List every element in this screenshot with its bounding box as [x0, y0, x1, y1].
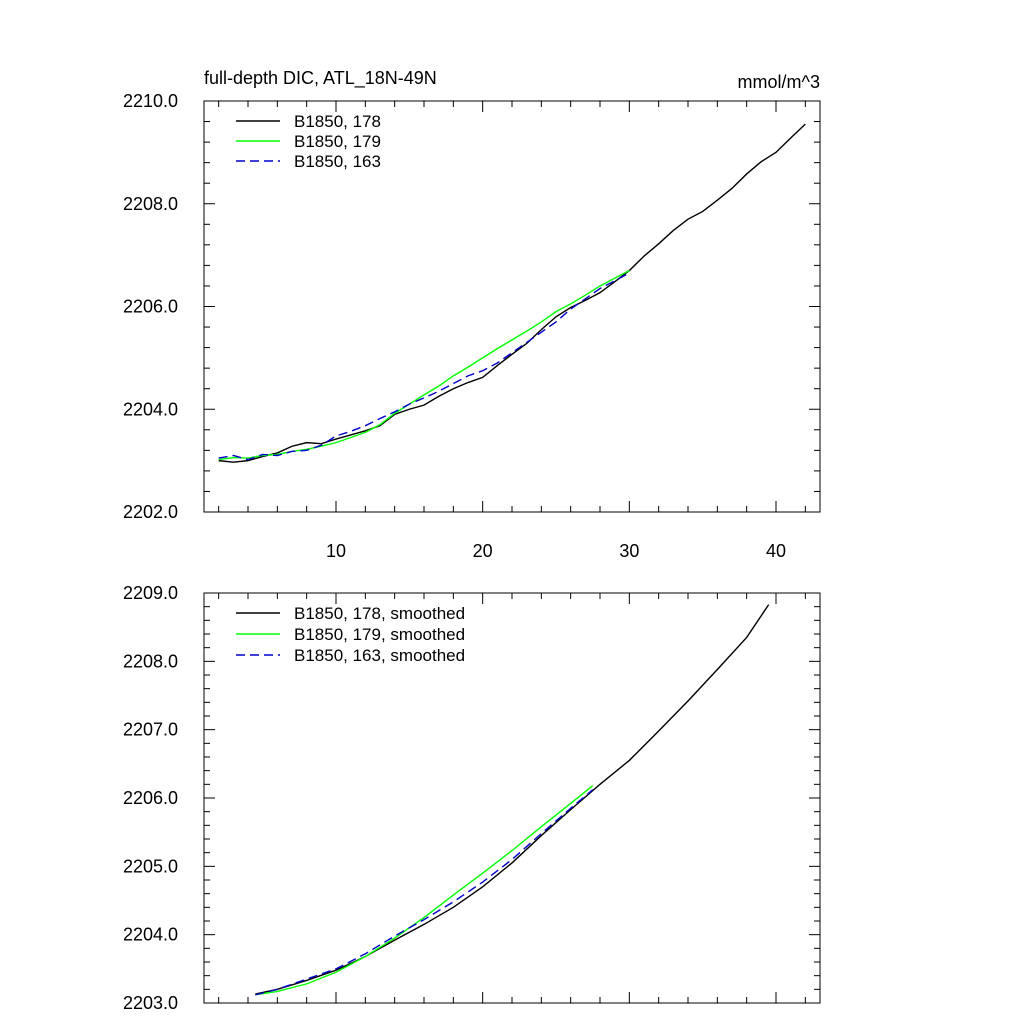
y-tick-label: 2203.0: [123, 993, 178, 1013]
x-tick-label: 40: [766, 541, 786, 561]
series-line: [255, 604, 770, 995]
legend-label: B1850, 178, smoothed: [294, 604, 465, 623]
y-tick-label: 2204.0: [123, 399, 178, 419]
series-line: [255, 789, 594, 996]
x-tick-label: 10: [326, 541, 346, 561]
legend-label: B1850, 179, smoothed: [294, 625, 465, 644]
series-line: [218, 123, 806, 463]
legend-label: B1850, 163, smoothed: [294, 646, 465, 665]
y-tick-label: 2207.0: [123, 720, 178, 740]
y-tick-label: 2206.0: [123, 788, 178, 808]
panel-top: full-depth DIC, ATL_18N-49N mmol/m^3 220…: [123, 68, 821, 561]
legend-label: B1850, 179: [294, 132, 381, 151]
series-line: [255, 785, 594, 996]
y-tick-label: 2205.0: [123, 856, 178, 876]
y-tick-label: 2206.0: [123, 297, 178, 317]
y-tick-label: 2202.0: [123, 502, 178, 522]
legend-label: B1850, 178: [294, 112, 381, 131]
y-tick-label: 2208.0: [123, 651, 178, 671]
legend-label: B1850, 163: [294, 152, 381, 171]
chart-title: full-depth DIC, ATL_18N-49N: [204, 68, 437, 89]
units-label: mmol/m^3: [738, 72, 820, 92]
y-tick-label: 2209.0: [123, 583, 178, 603]
panel-bottom: 2203.0 2204.0 2205.0 2206.0 2207.0 2208.0 2209…: [123, 583, 821, 1013]
y-tick-label: 2208.0: [123, 194, 178, 214]
x-tick-label: 30: [619, 541, 639, 561]
series-line: [218, 269, 630, 461]
x-tick-label: 20: [473, 541, 493, 561]
series-line: [218, 272, 630, 461]
y-tick-label: 2210.0: [123, 91, 178, 111]
y-tick-label: 2204.0: [123, 925, 178, 945]
